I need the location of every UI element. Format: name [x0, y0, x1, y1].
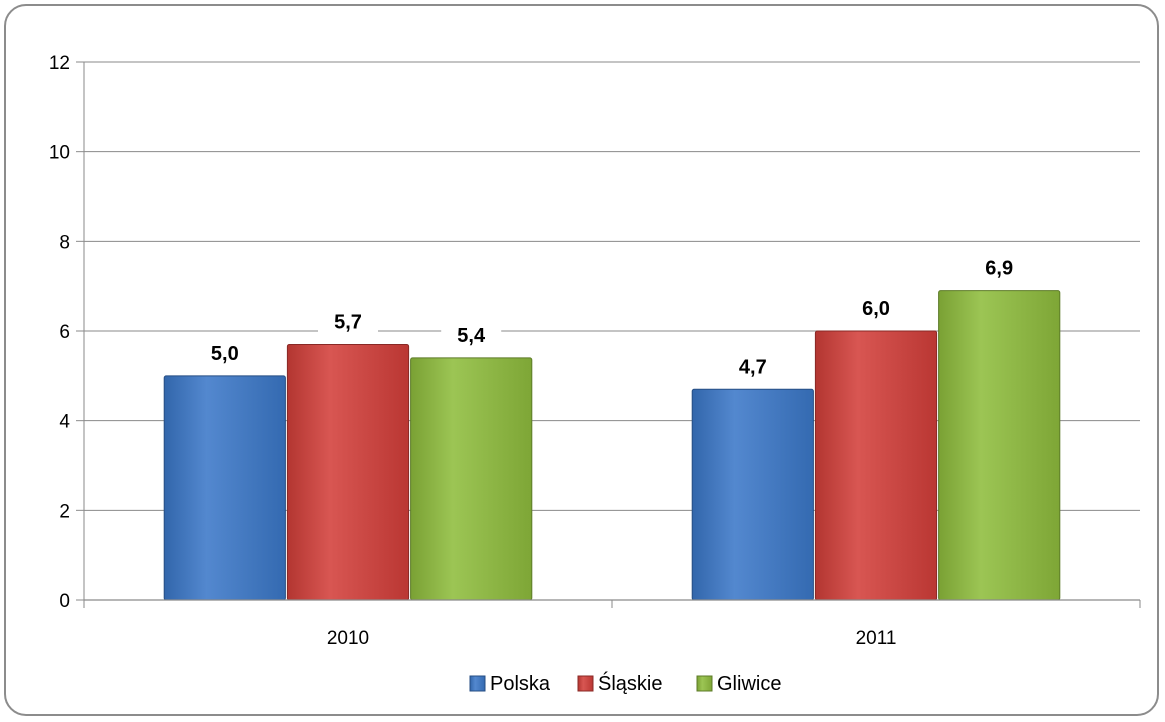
legend-label: Gliwice: [717, 673, 781, 695]
y-tick-label: 0: [59, 591, 70, 612]
data-label-background: [846, 293, 906, 323]
y-axis: 0 2 4 6 8 10 12: [49, 53, 85, 612]
y-tick-label: 6: [59, 322, 70, 343]
x-tick-label: 2011: [856, 628, 897, 649]
legend-swatch-polska: [469, 675, 486, 692]
data-label: 5,0: [211, 343, 239, 365]
data-labels: 5,0 5,7 5,4 4,7 6,0 6,9: [194, 252, 1030, 382]
data-label-background: [194, 337, 255, 368]
bars: [163, 290, 1061, 601]
y-tick-label: 2: [59, 501, 70, 522]
data-label: 6,0: [862, 298, 890, 320]
bar-gliwice-2011: [938, 290, 1061, 601]
bar-gliwice-2010: [410, 357, 533, 601]
data-label-background: [969, 252, 1030, 283]
data-label: 4,7: [739, 356, 767, 378]
x-axis: 2010 2011: [83, 599, 1141, 649]
legend-label: Śląskie: [598, 671, 662, 695]
x-tick-label: 2010: [327, 628, 369, 649]
bar-polska-2011: [691, 388, 814, 601]
y-tick-label: 4: [59, 412, 70, 433]
data-label: 6,9: [985, 258, 1013, 280]
data-label: 5,4: [457, 325, 486, 347]
data-label-background: [318, 306, 378, 337]
bar-śląskie-2010: [286, 343, 410, 601]
data-label: 5,7: [334, 311, 362, 333]
bar-śląskie-2011: [814, 330, 938, 601]
legend-label: Polska: [490, 673, 551, 695]
y-tick-label: 8: [59, 232, 70, 253]
data-label-background: [722, 351, 783, 382]
legend-swatch-gliwice: [696, 675, 713, 692]
legend-swatch-śląskie: [577, 675, 594, 692]
data-label-background: [441, 319, 502, 350]
legend: Polska Śląskie Gliwice: [469, 671, 781, 695]
y-tick-label: 10: [49, 143, 70, 164]
bar-polska-2010: [163, 375, 286, 601]
y-tick-label: 12: [49, 53, 70, 74]
